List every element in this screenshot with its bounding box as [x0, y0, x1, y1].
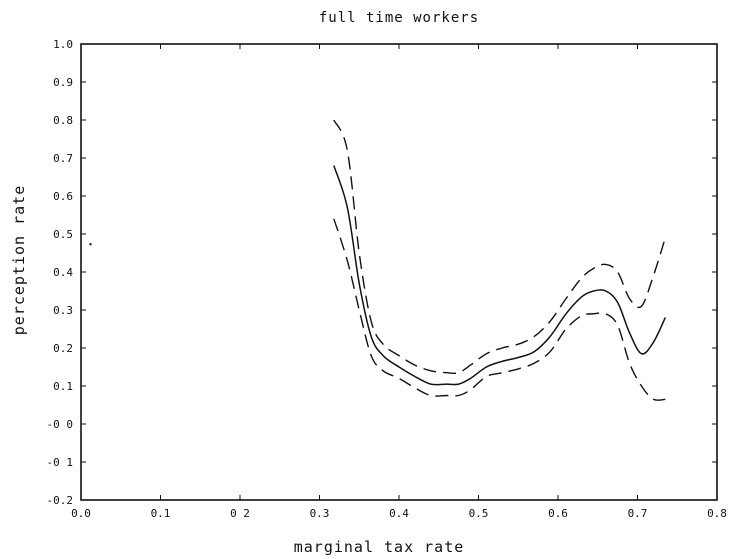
chart-title: full time workers [319, 10, 479, 26]
x-tick-label: 0.4 [389, 507, 409, 520]
y-tick-label: 1.0 [53, 38, 73, 51]
y-tick-label: 0.3 [53, 304, 73, 317]
x-tick-label: 0.5 [469, 507, 489, 520]
plot-frame [80, 43, 718, 501]
series-layer [333, 119, 666, 401]
x-tick-label: 0.7 [628, 507, 648, 520]
x-tick-label: 0.3 [310, 507, 330, 520]
y-tick-label: 0.8 [53, 114, 73, 127]
confidence-band-line [333, 218, 666, 401]
stray-marks [89, 243, 92, 246]
y-tick-label: 0.5 [53, 228, 73, 241]
x-tick-label: 0.1 [151, 507, 171, 520]
y-tick-label: 0.7 [53, 152, 73, 165]
x-tick-label: 0.0 [71, 507, 91, 520]
y-tick-label: 0.2 [53, 342, 73, 355]
y-tick-label: 0.4 [53, 266, 73, 279]
y-axis: 1.0 0.9 0.8 0.7 0.6 0.5 0.4 0.3 0.2 0.1 -0 0 -0 1 -0… [47, 38, 717, 507]
x-tick-label: 0.8 [707, 507, 727, 520]
estimate-line [333, 165, 666, 386]
y-tick-label: 0.9 [53, 76, 73, 89]
y-tick-label: -0 1 [47, 456, 74, 469]
x-tick-label: 0 2 [230, 507, 250, 520]
y-tick-label: 0.1 [53, 380, 73, 393]
x-tick-label: 0.6 [548, 507, 568, 520]
y-tick-label: 0.6 [53, 190, 73, 203]
y-tick-label: -0.2 [47, 494, 74, 507]
confidence-band-line [333, 119, 666, 375]
x-axis: 0.0 0.1 0 2 0.3 0.4 0.5 0.6 0.7 0.8 [71, 44, 727, 520]
stray-dot [89, 243, 92, 246]
y-tick-label: -0 0 [47, 418, 74, 431]
y-axis-label: perception rate [10, 185, 28, 335]
x-axis-label: marginal tax rate [294, 538, 465, 556]
